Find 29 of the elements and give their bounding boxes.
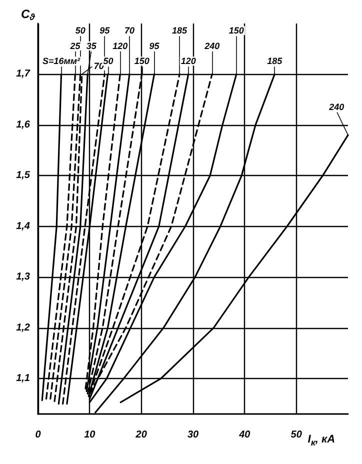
y-tick-label: 1,7 <box>16 68 30 80</box>
text: 50 <box>75 26 86 36</box>
y-tick-label: 1,2 <box>16 322 30 334</box>
y-tick-label: 1,5 <box>16 170 30 182</box>
series-label: 120 <box>180 56 196 66</box>
text: 150 <box>228 26 244 36</box>
x-tick-label: 10 <box>84 430 96 440</box>
x-tick-label: 50 <box>290 430 302 440</box>
x-tick-label: 40 <box>238 430 251 440</box>
y-tick-label: 1,3 <box>16 272 30 283</box>
text: 25 <box>69 40 82 51</box>
series-label: 185 <box>267 56 284 66</box>
x-tick-label: 20 <box>134 430 148 440</box>
text: 120 <box>112 40 128 51</box>
text: 95 <box>149 40 160 51</box>
series-label: 150 <box>134 56 150 66</box>
text: 240 <box>328 102 344 112</box>
text: 240 <box>204 40 220 51</box>
series-label: S=16мм² <box>42 56 82 66</box>
x-tick-label: 30 <box>187 430 199 440</box>
text: 50 <box>103 56 114 66</box>
y-tick-label: 1,6 <box>16 119 30 130</box>
text: 185 <box>172 26 188 36</box>
y-tick-label: 1,4 <box>16 220 30 232</box>
y-tick-label: 1,1 <box>16 373 30 384</box>
text: 35 <box>86 40 98 51</box>
x-tick-label: 0 <box>35 430 42 440</box>
text: 70 <box>124 26 134 36</box>
text: 95 <box>100 26 111 36</box>
